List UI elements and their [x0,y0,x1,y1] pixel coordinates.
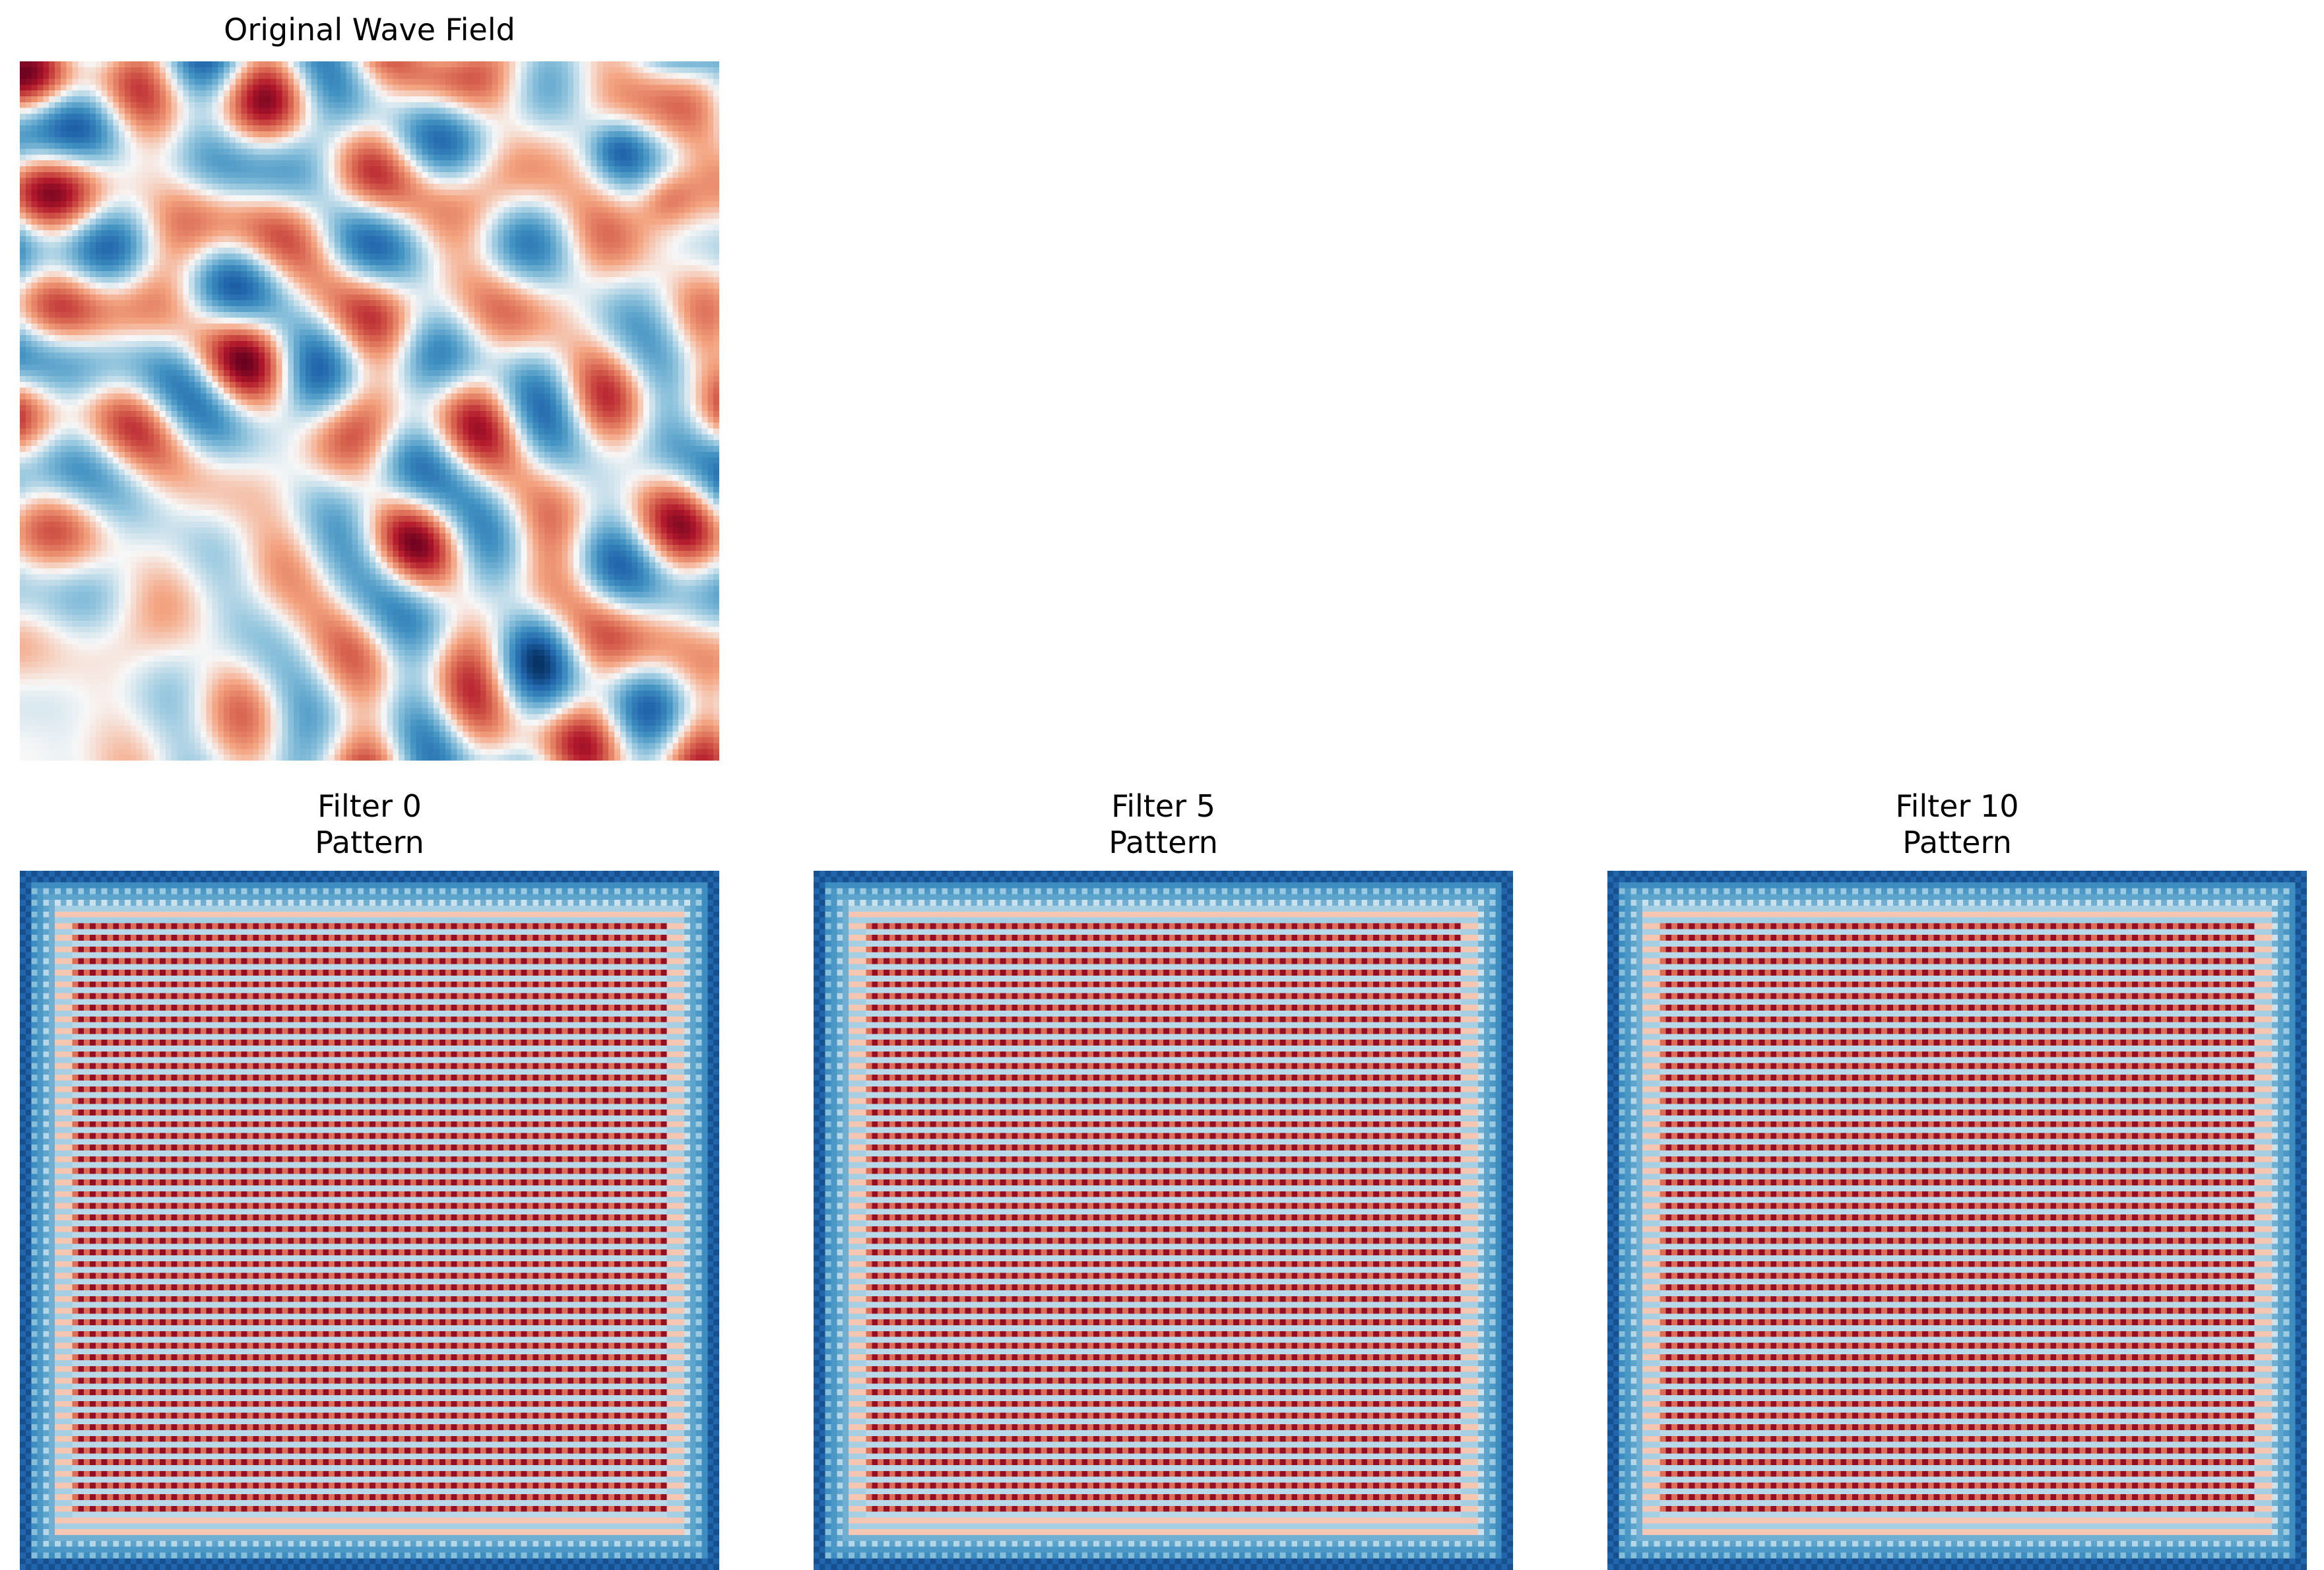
panel-title-filter-0: Filter 0 Pattern [315,788,424,860]
panel-title-filter-5: Filter 5 Pattern [1109,788,1218,860]
heatmap-filter-5-pattern [814,871,1513,1570]
heatmap-filter-0-pattern [20,871,719,1570]
heatmap-original-wave-field [20,61,719,761]
heatmap-filter-10-pattern [1607,871,2307,1570]
panel-title-filter-10: Filter 10 Pattern [1895,788,2019,860]
panel-title-original-wave-field: Original Wave Field [224,12,515,47]
